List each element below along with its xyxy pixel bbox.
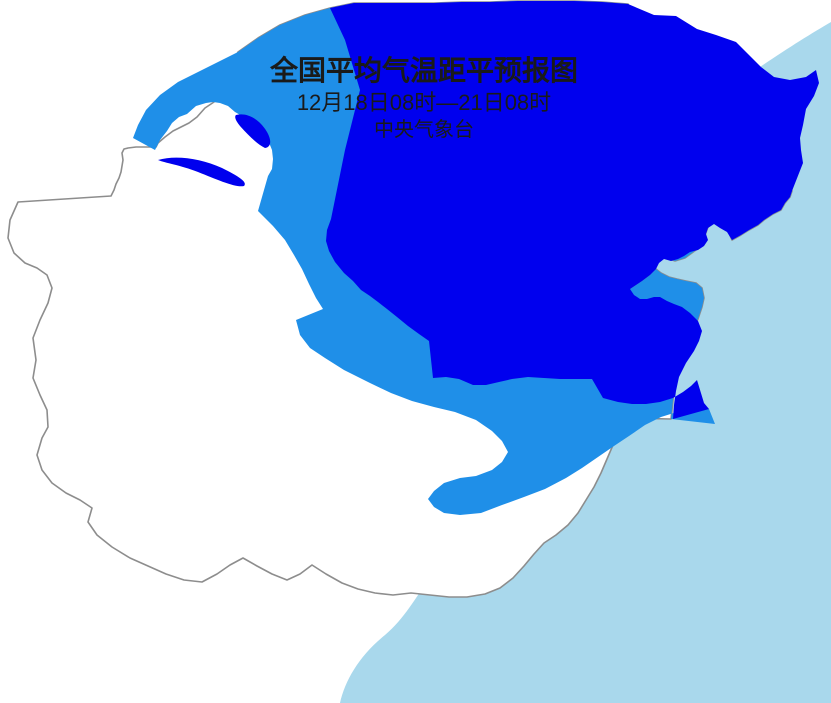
svg-text:中央气象台: 中央气象台: [374, 118, 474, 141]
svg-text:12月18日08时—21日08时: 12月18日08时—21日08时: [297, 90, 551, 115]
svg-text:全国平均气温距平预报图: 全国平均气温距平预报图: [269, 54, 578, 86]
